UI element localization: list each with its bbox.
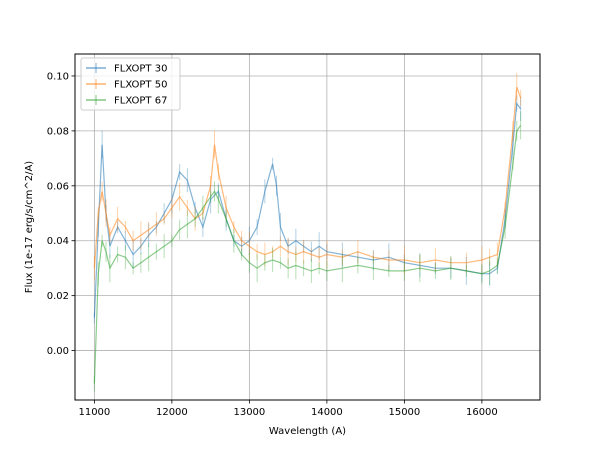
series-line (93, 86, 522, 269)
legend-label: FLXOPT 50 (114, 80, 167, 91)
x-tick-label: 13000 (233, 407, 265, 418)
x-axis-label: Wavelength (A) (269, 426, 346, 437)
data-layer (93, 72, 522, 392)
x-tick-label: 12000 (156, 407, 188, 418)
y-tick-label: 0.00 (47, 346, 69, 357)
grid-layer (75, 54, 540, 400)
legend-label: FLXOPT 30 (114, 64, 167, 75)
y-tick-label: 0.08 (47, 126, 69, 137)
legend: FLXOPT 30 FLXOPT 50 FLXOPT 67 (80, 57, 181, 111)
x-tick-label: 15000 (388, 407, 420, 418)
legend-box (80, 57, 181, 111)
series-2 (93, 72, 522, 281)
y-tick-label: 0.04 (47, 236, 69, 247)
y-tick-label: 0.06 (47, 181, 69, 192)
y-tick-label: 0.10 (47, 71, 69, 82)
y-axis-label: Flux (1e-17 erg/s/cm^2/A) (24, 161, 35, 293)
x-tick-label: 14000 (311, 407, 343, 418)
series-3 (93, 111, 522, 392)
tick-layer: 11000 12000 13000 14000 15000 16000 0.00 0.02 0.… (47, 71, 498, 418)
series-line (93, 125, 522, 384)
plot-frame (74, 53, 541, 401)
x-tick-label: 11000 (78, 407, 110, 418)
x-tick-label: 16000 (466, 407, 498, 418)
y-tick-label: 0.02 (47, 291, 69, 302)
legend-label: FLXOPT 67 (114, 96, 167, 107)
